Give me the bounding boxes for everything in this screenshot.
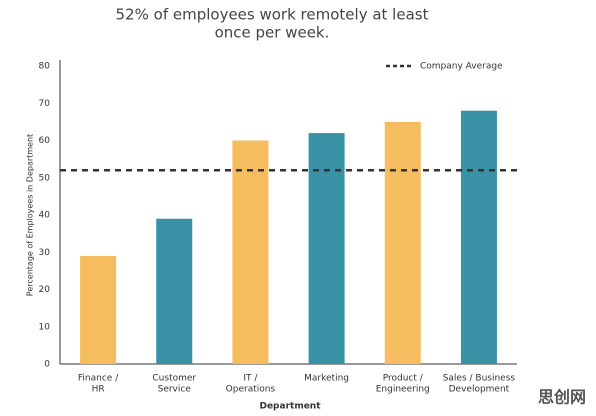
x-tick-label: Customer xyxy=(152,374,196,384)
y-tick-label: 50 xyxy=(39,173,51,183)
watermark: 思创网 xyxy=(538,388,586,407)
bar xyxy=(460,110,497,364)
x-tick-label: Service xyxy=(158,385,192,395)
y-tick-label: 30 xyxy=(39,248,51,258)
chart-title: once per week. xyxy=(215,24,330,42)
y-tick-label: 20 xyxy=(39,285,51,295)
y-tick-label: 40 xyxy=(39,211,51,221)
x-tick-label: Operations xyxy=(226,385,276,395)
x-tick-label: Development xyxy=(449,385,510,395)
y-axis-label: Percentage of Employees in Department xyxy=(26,134,35,296)
x-tick-label: IT / xyxy=(243,374,258,384)
chart-title: 52% of employees work remotely at least xyxy=(116,6,429,24)
x-tick-label: Engineering xyxy=(376,385,430,395)
x-tick-label: Marketing xyxy=(304,374,349,384)
y-tick-label: 70 xyxy=(39,99,51,109)
bar xyxy=(384,121,421,364)
x-tick-label: HR xyxy=(92,385,105,395)
bar xyxy=(156,218,193,364)
x-tick-label: Sales / Business xyxy=(443,374,516,384)
y-tick-label: 10 xyxy=(39,322,51,332)
legend-label: Company Average xyxy=(420,62,503,72)
y-tick-label: 0 xyxy=(44,360,50,370)
bar xyxy=(232,140,269,364)
x-tick-label: Product / xyxy=(383,374,424,384)
y-tick-label: 60 xyxy=(39,136,51,146)
x-axis-label: Department xyxy=(259,402,321,412)
bar xyxy=(80,255,117,364)
bar xyxy=(308,133,345,364)
x-tick-label: Finance / xyxy=(78,374,119,384)
y-tick-label: 80 xyxy=(39,62,51,72)
